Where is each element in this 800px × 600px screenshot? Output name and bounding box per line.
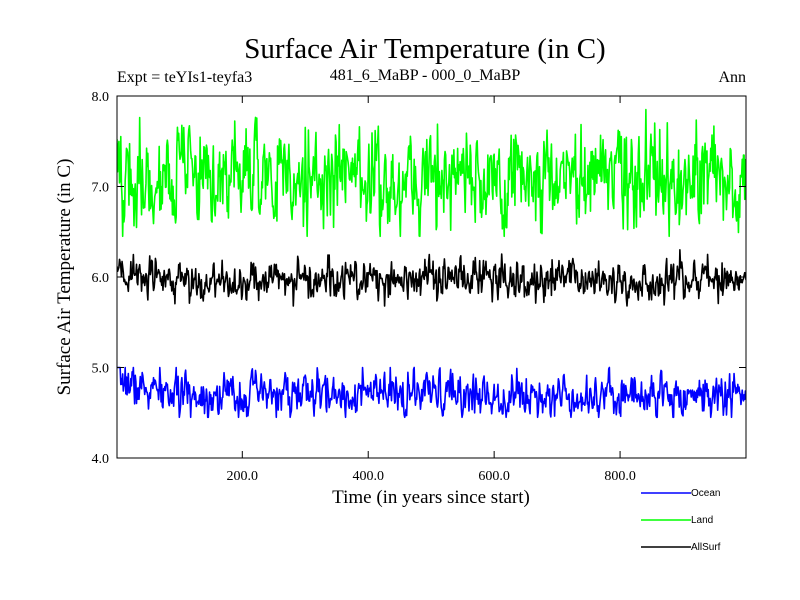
legend: Ocean Land AllSurf (641, 488, 721, 553)
x-tick-label: 200.0 (227, 469, 259, 484)
series-line-allsurf (117, 249, 746, 307)
x-tick-label: 800.0 (604, 469, 636, 484)
chart-title: Surface Air Temperature (in C) (244, 33, 605, 65)
x-tick-label: 400.0 (352, 469, 384, 484)
season-label: Ann (718, 69, 746, 86)
series-line-land (117, 108, 746, 238)
y-tick-label: 5.0 (92, 362, 110, 377)
series-line-ocean (117, 366, 746, 419)
x-axis-label: Time (in years since start) (332, 487, 530, 508)
x-tick-label: 600.0 (478, 469, 510, 484)
axis-layer: 200.0 400.0 600.0 800.0 4.0 5.0 6.0 7.0 8.0 (92, 90, 746, 484)
y-axis-label: Surface Air Temperature (in C) (54, 159, 75, 396)
legend-label-ocean: Ocean (691, 488, 720, 499)
series-layer (117, 108, 746, 419)
legend-label-allsurf: AllSurf (691, 542, 721, 553)
y-tick-label: 4.0 (92, 452, 110, 467)
y-tick-label: 6.0 (92, 271, 110, 286)
y-tick-label: 8.0 (92, 90, 110, 105)
legend-label-land: Land (691, 515, 713, 526)
period-label: 481_6_MaBP - 000_0_MaBP (330, 67, 521, 84)
y-tick-label: 7.0 (92, 181, 110, 196)
experiment-label: Expt = teYIs1-teyfa3 (117, 69, 252, 86)
